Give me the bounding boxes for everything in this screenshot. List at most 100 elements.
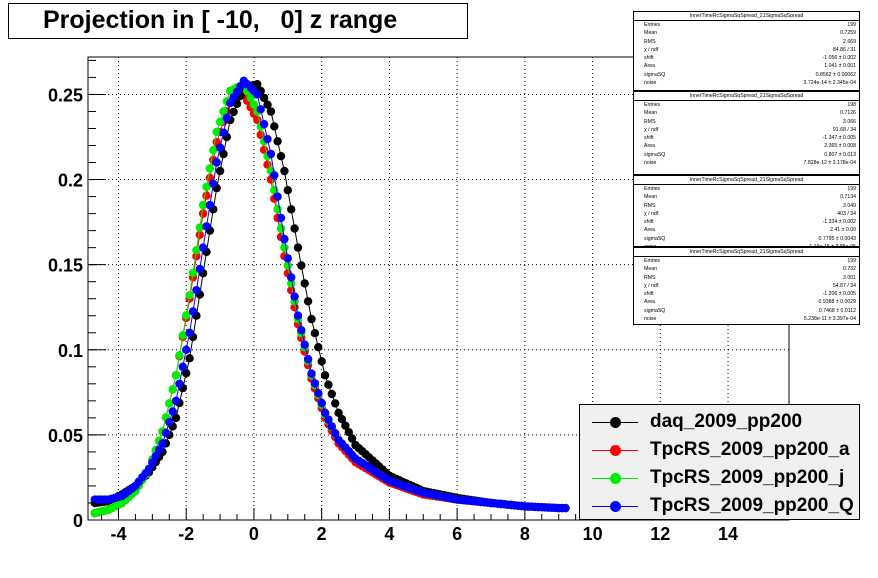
data-point (263, 134, 272, 144)
stats-key: χ / ndf (644, 282, 659, 289)
stats-row: Entries 199 (634, 21, 859, 29)
data-point (270, 122, 279, 131)
data-point (202, 182, 211, 191)
data-point (205, 164, 215, 173)
y-tick-label: 0.25 (48, 85, 83, 105)
x-tick-label: 14 (718, 524, 738, 544)
legend-entry: TpcRS_2009_pp200_Q (580, 495, 861, 519)
data-point (219, 107, 228, 116)
data-point (165, 417, 174, 427)
stats-key: Mean (644, 194, 657, 201)
stats-value: 5.238e-11 ± 3.397e-04 (803, 316, 856, 323)
stats-value: 7.828e-12 ± 3.178e-04 (803, 160, 856, 167)
x-tick-label: 10 (583, 524, 603, 544)
legend-label: TpcRS_2009_pp200_a (650, 439, 850, 460)
stats-row: Entries 198 (634, 101, 859, 109)
data-point (219, 149, 228, 159)
stats-key: shift (644, 55, 654, 62)
data-point (310, 329, 320, 338)
stats-value: 0.732 (843, 266, 856, 273)
data-point (171, 396, 181, 405)
data-point (293, 243, 303, 252)
data-point (300, 279, 309, 288)
stats-value: 403 / 34 (837, 210, 856, 217)
stats-row: shift -1.206 ± 0.005 (634, 290, 859, 298)
stats-value: 0.8562 ± 0.00062 (815, 71, 856, 78)
data-point (310, 379, 320, 388)
data-point (266, 107, 276, 116)
stats-value: 0.7259 (840, 30, 856, 37)
stats-row: χ / ndf 84.86 / 31 (634, 46, 859, 54)
stats-key: χ / ndf (644, 126, 659, 133)
data-point (192, 286, 201, 295)
stats-value: 3.001 (843, 274, 856, 281)
data-point (154, 445, 164, 454)
data-point (209, 146, 218, 155)
stats-row: RMS 3.001 (634, 274, 859, 282)
data-point (144, 464, 154, 474)
stats-key: Entries (644, 102, 661, 108)
y-tick-label: 0.15 (48, 256, 83, 276)
data-point (185, 328, 194, 337)
stats-row: noise 3.724e-14 ± 2.345e-04 (634, 79, 859, 87)
stats-value: 198 (847, 102, 856, 108)
stats-key: Area (644, 299, 655, 306)
x-tick-label: 0 (249, 524, 259, 544)
stats-key: shift (644, 135, 654, 142)
stats-row: Entries 199 (634, 185, 859, 193)
data-point (283, 254, 292, 263)
data-point (253, 80, 262, 89)
stats-key: shift (644, 291, 654, 298)
data-point (256, 105, 265, 114)
data-point (290, 224, 299, 233)
stats-value: 3.724e-14 ± 2.345e-04 (803, 80, 856, 87)
stats-box: InnerTimeRcSigmaSqSpread_21SigmaSqSpread… (633, 175, 860, 250)
data-point (195, 230, 204, 240)
data-point (198, 243, 208, 252)
stats-row: Mean 0.7134 (634, 193, 859, 201)
stats-key: Mean (644, 110, 657, 117)
data-point (270, 171, 279, 180)
stats-value: -1.056 ± 0.002 (822, 55, 856, 62)
data-point (314, 343, 323, 352)
data-point (185, 291, 194, 300)
stats-row: Mean 0.7126 (634, 109, 859, 117)
stats-row: Area 2.41 ± 0.00 (634, 226, 859, 234)
legend-marker (610, 473, 621, 484)
stats-row: sigmaSQ 0.7795 ± 0.0043 (634, 235, 859, 243)
stats-value: 1.041 ± 0.001 (824, 63, 856, 70)
data-point (215, 143, 225, 152)
data-point (202, 222, 211, 231)
stats-value: 199 (847, 186, 856, 192)
stats-key: RMS (644, 118, 656, 125)
data-point (192, 252, 201, 261)
stats-key: Entries (644, 258, 661, 264)
data-point (276, 224, 286, 233)
stats-title: InnerTimeRcSigmaSqSpread_21SigmaSqSpread (634, 176, 859, 185)
data-point (205, 200, 215, 210)
data-point (287, 279, 296, 288)
data-point (219, 128, 228, 137)
data-point (287, 273, 296, 282)
series-TpcRS_2009_pp200_Q (90, 76, 570, 513)
stats-key: noise (644, 160, 657, 167)
chart-title: Projection in [ -10, 0] z range (43, 6, 398, 34)
data-point (334, 408, 343, 417)
data-point (171, 371, 181, 380)
stats-row: χ / ndf 54.87 / 34 (634, 282, 859, 290)
stats-key: RMS (644, 38, 656, 45)
data-point (209, 179, 218, 188)
data-point (283, 186, 292, 195)
data-point (327, 422, 336, 431)
data-point (185, 354, 194, 363)
data-point (341, 421, 350, 430)
data-point (283, 261, 292, 270)
data-point (280, 234, 289, 244)
data-point (263, 100, 272, 109)
stats-value: 2.669 (843, 38, 856, 45)
y-tick-label: 0.2 (58, 171, 83, 191)
data-point (151, 452, 160, 461)
stats-value: 2.365 ± 0.008 (824, 143, 856, 150)
x-tick-label: -4 (110, 524, 126, 544)
stats-row: χ / ndf 403 / 34 (634, 210, 859, 218)
